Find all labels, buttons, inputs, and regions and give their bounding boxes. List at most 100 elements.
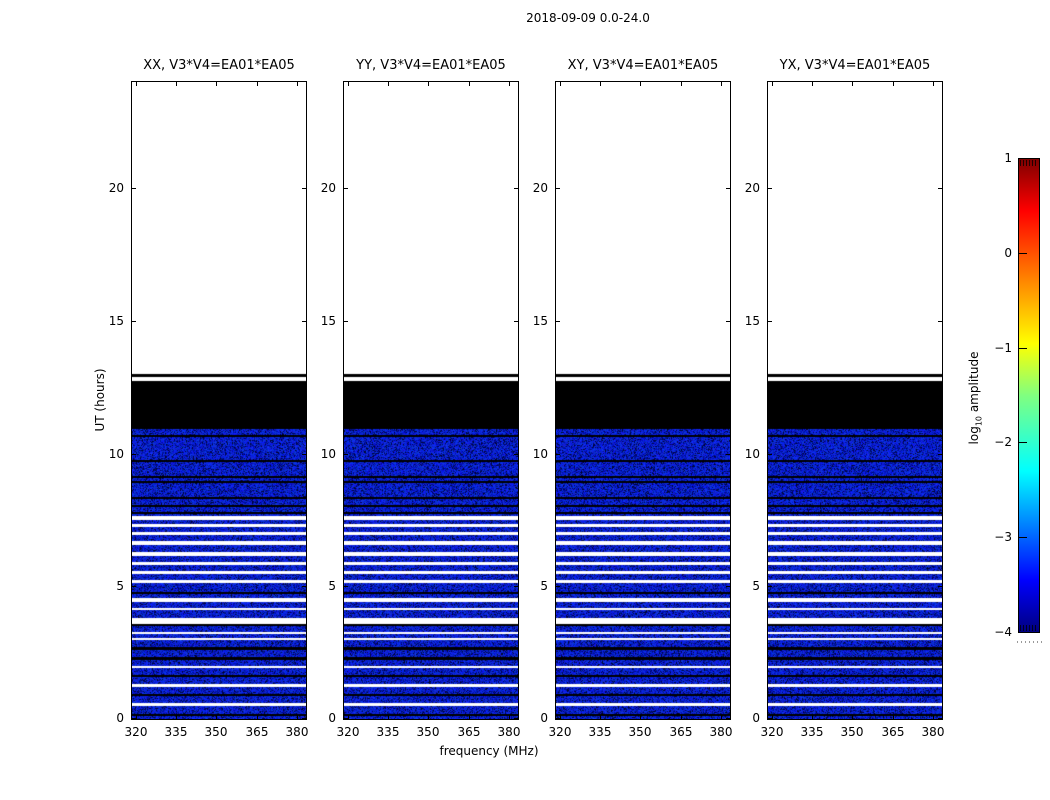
y-tick-label: 20 <box>91 181 124 196</box>
colorbar-tick-mark <box>1019 158 1027 159</box>
y-tick-mark <box>768 188 772 189</box>
colorbar-tick-label: 1 <box>972 151 1012 166</box>
spectrogram-panel <box>343 81 519 720</box>
x-tick-mark-top <box>772 82 773 86</box>
spectrogram-panel <box>131 81 307 720</box>
panel-title: YY, V3*V4=EA01*EA05 <box>343 58 519 74</box>
x-tick-label: 350 <box>620 725 660 740</box>
x-tick-mark <box>640 715 641 719</box>
x-tick-mark <box>681 715 682 719</box>
y-tick-label: 10 <box>727 447 760 462</box>
x-tick-mark-top <box>136 82 137 86</box>
spectrogram-canvas <box>768 82 942 719</box>
y-tick-mark <box>344 321 348 322</box>
y-tick-mark <box>344 454 348 455</box>
y-tick-mark <box>344 586 348 587</box>
y-axis-label: UT (hours) <box>93 355 109 445</box>
colorbar-tick-mark <box>1019 442 1027 443</box>
colorbar-end-ticks-bottom <box>1020 625 1038 631</box>
x-tick-mark <box>428 715 429 719</box>
x-tick-mark <box>136 715 137 719</box>
x-tick-mark-top <box>388 82 389 86</box>
x-tick-label: 365 <box>237 725 277 740</box>
x-tick-mark <box>348 715 349 719</box>
colorbar-tick-label: −4 <box>972 625 1012 640</box>
x-tick-mark-top <box>257 82 258 86</box>
y-tick-label: 0 <box>515 711 548 726</box>
y-tick-label: 10 <box>91 447 124 462</box>
x-tick-mark <box>216 715 217 719</box>
x-tick-label: 320 <box>116 725 156 740</box>
colorbar-end-ticks-top <box>1020 160 1038 166</box>
x-tick-label: 320 <box>540 725 580 740</box>
spectrogram-canvas <box>132 82 306 719</box>
spectrogram-panel <box>767 81 943 720</box>
panel-title: YX, V3*V4=EA01*EA05 <box>767 58 943 74</box>
colorbar-tick-mark <box>1019 632 1027 633</box>
x-tick-label: 365 <box>873 725 913 740</box>
spectrogram-panel <box>555 81 731 720</box>
x-tick-mark <box>297 715 298 719</box>
y-tick-mark <box>556 718 560 719</box>
x-tick-mark <box>772 715 773 719</box>
x-tick-mark-top <box>812 82 813 86</box>
panel-title: XX, V3*V4=EA01*EA05 <box>131 58 307 74</box>
x-tick-mark <box>257 715 258 719</box>
x-tick-label: 350 <box>408 725 448 740</box>
x-tick-mark-top <box>509 82 510 86</box>
y-tick-mark-right <box>938 321 942 322</box>
spectrogram-canvas <box>556 82 730 719</box>
x-tick-mark-top <box>469 82 470 86</box>
y-tick-mark <box>344 188 348 189</box>
x-tick-mark-top <box>893 82 894 86</box>
x-tick-mark <box>469 715 470 719</box>
x-tick-mark-top <box>600 82 601 86</box>
x-axis-label: frequency (MHz) <box>389 744 589 758</box>
x-tick-label: 320 <box>328 725 368 740</box>
y-tick-label: 0 <box>303 711 336 726</box>
x-tick-mark-top <box>852 82 853 86</box>
x-tick-mark <box>812 715 813 719</box>
y-tick-label: 10 <box>515 447 548 462</box>
y-tick-mark <box>132 586 136 587</box>
y-tick-mark-right <box>938 586 942 587</box>
x-tick-mark-top <box>348 82 349 86</box>
x-tick-label: 335 <box>792 725 832 740</box>
x-tick-mark-top <box>933 82 934 86</box>
colorbar-tick-mark <box>1019 537 1027 538</box>
x-tick-mark-top <box>216 82 217 86</box>
y-tick-mark <box>556 586 560 587</box>
x-tick-mark <box>721 715 722 719</box>
x-tick-label: 320 <box>752 725 792 740</box>
x-tick-label: 380 <box>489 725 529 740</box>
colorbar <box>1018 158 1040 633</box>
x-tick-mark-top <box>428 82 429 86</box>
x-tick-label: 380 <box>701 725 741 740</box>
colorbar-label-subscript: 10 <box>974 416 983 426</box>
y-tick-mark <box>556 454 560 455</box>
y-tick-mark <box>132 321 136 322</box>
x-tick-label: 335 <box>580 725 620 740</box>
figure: { "figure": { "background": "#ffffff" },… <box>0 0 1050 800</box>
x-tick-label: 380 <box>913 725 953 740</box>
y-tick-label: 5 <box>515 579 548 594</box>
y-tick-mark <box>556 321 560 322</box>
colorbar-tick-mark <box>1019 253 1027 254</box>
x-tick-mark <box>600 715 601 719</box>
x-tick-mark <box>893 715 894 719</box>
x-tick-mark <box>388 715 389 719</box>
y-tick-mark <box>132 454 136 455</box>
x-tick-mark-top <box>721 82 722 86</box>
y-tick-mark <box>344 718 348 719</box>
y-tick-label: 15 <box>303 314 336 329</box>
colorbar-tick-label: −2 <box>972 435 1012 450</box>
spectrogram-canvas <box>344 82 518 719</box>
x-tick-label: 350 <box>832 725 872 740</box>
x-tick-mark-top <box>297 82 298 86</box>
y-tick-label: 20 <box>727 181 760 196</box>
y-tick-label: 5 <box>303 579 336 594</box>
x-tick-mark-top <box>640 82 641 86</box>
panel-title: XY, V3*V4=EA01*EA05 <box>555 58 731 74</box>
y-tick-mark <box>768 321 772 322</box>
y-tick-label: 5 <box>727 579 760 594</box>
